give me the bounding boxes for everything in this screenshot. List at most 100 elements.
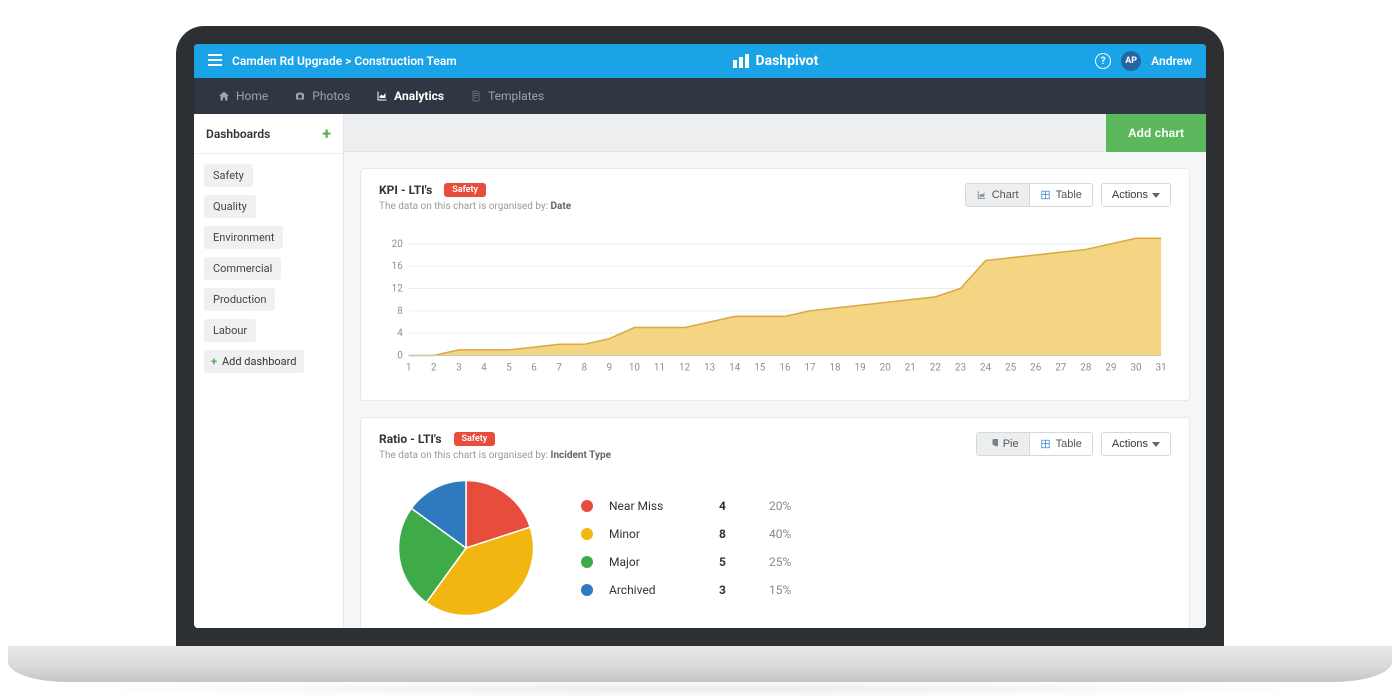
- sidebar-item[interactable]: Production: [204, 288, 275, 311]
- pie-row: Near Miss 4 20% Minor840% Major 5 25% Archived3…: [379, 473, 1171, 623]
- svg-text:20: 20: [880, 362, 891, 373]
- svg-text:2: 2: [431, 362, 437, 373]
- svg-text:24: 24: [980, 362, 992, 373]
- nav-analytics[interactable]: Analytics: [366, 78, 454, 114]
- chevron-down-icon: [1152, 442, 1160, 447]
- main: Add chart KPI - LTI's Safety The data on…: [344, 114, 1206, 628]
- svg-text:22: 22: [930, 362, 942, 373]
- nav-home-label: Home: [236, 89, 268, 103]
- actions-button[interactable]: Actions: [1101, 432, 1171, 456]
- add-chart-button[interactable]: Add chart: [1106, 114, 1206, 152]
- safety-badge: Safety: [444, 183, 486, 197]
- sidebar-item[interactable]: Environment: [204, 226, 283, 249]
- card-title: KPI - LTI's: [379, 183, 432, 197]
- topbar-right: ? AP Andrew: [1095, 51, 1192, 71]
- pie-toggle-button[interactable]: Pie: [977, 433, 1029, 455]
- table-toggle-button[interactable]: Table: [1029, 433, 1092, 455]
- area-chart: 0481216201234567891011121314151617181920…: [379, 226, 1171, 376]
- sidebar-item[interactable]: Safety: [204, 164, 253, 187]
- main-header: Add chart: [344, 114, 1206, 152]
- legend-row: Archived315%: [581, 583, 819, 597]
- legend-pct: 15%: [769, 583, 819, 597]
- brand: Dashpivot: [457, 53, 1095, 69]
- sidebar-item[interactable]: Commercial: [204, 257, 281, 280]
- nav-home[interactable]: Home: [208, 78, 278, 114]
- card-subtitle: The data on this chart is organised by: …: [379, 450, 611, 461]
- legend-count: 4: [719, 499, 759, 513]
- table-icon: [1040, 439, 1051, 449]
- user-name[interactable]: Andrew: [1151, 54, 1192, 68]
- svg-text:4: 4: [481, 362, 487, 373]
- svg-text:29: 29: [1105, 362, 1116, 373]
- chevron-down-icon: [1152, 193, 1160, 198]
- add-dashboard-button[interactable]: +Add dashboard: [204, 350, 304, 373]
- home-icon: [218, 90, 230, 102]
- svg-text:21: 21: [905, 362, 916, 373]
- svg-text:18: 18: [830, 362, 842, 373]
- legend-dot: [581, 500, 593, 512]
- svg-text:13: 13: [704, 362, 715, 373]
- legend-row: Near Miss 4 20%: [581, 499, 819, 513]
- legend-dot: [581, 556, 593, 568]
- legend-pct: 20%: [769, 499, 819, 513]
- nav-templates-label: Templates: [488, 89, 544, 103]
- svg-text:19: 19: [855, 362, 866, 373]
- chart-toggle-button[interactable]: Chart: [966, 184, 1029, 206]
- view-toggle: Pie Table: [976, 432, 1093, 456]
- ratio-card: Ratio - LTI's Safety The data on this ch…: [360, 417, 1190, 628]
- svg-text:7: 7: [556, 362, 562, 373]
- sidebar-header: Dashboards +: [194, 114, 343, 154]
- svg-text:17: 17: [804, 362, 816, 373]
- table-icon: [1040, 190, 1051, 200]
- pie-legend: Near Miss 4 20% Minor840% Major 5 25% Archived3…: [581, 499, 819, 597]
- chart-icon: [976, 190, 987, 200]
- sidebar-item[interactable]: Quality: [204, 195, 256, 218]
- card-controls: Pie Table Actions: [976, 432, 1171, 456]
- svg-text:9: 9: [607, 362, 613, 373]
- svg-text:3: 3: [456, 362, 462, 373]
- card-head: KPI - LTI's Safety The data on this char…: [379, 183, 1171, 212]
- svg-text:31: 31: [1156, 362, 1167, 373]
- svg-text:4: 4: [397, 328, 403, 339]
- svg-text:25: 25: [1005, 362, 1017, 373]
- plus-icon: +: [211, 355, 217, 368]
- legend-label: Near Miss: [609, 499, 709, 513]
- card-title: Ratio - LTI's: [379, 432, 442, 446]
- nav-templates[interactable]: Templates: [460, 78, 554, 114]
- table-toggle-button[interactable]: Table: [1029, 184, 1092, 206]
- sidebar-list: Safety Quality Environment Commercial Produc…: [194, 154, 343, 383]
- legend-row: Minor840%: [581, 527, 819, 541]
- legend-dot: [581, 528, 593, 540]
- nav-photos[interactable]: Photos: [284, 78, 360, 114]
- help-icon[interactable]: ?: [1095, 53, 1111, 69]
- legend-label: Minor: [609, 527, 709, 541]
- navbar: Home Photos Analytics Templates: [194, 78, 1206, 114]
- body: Dashboards + Safety Quality Environment Com…: [194, 114, 1206, 628]
- legend-pct: 25%: [769, 555, 819, 569]
- svg-text:11: 11: [654, 362, 665, 373]
- sidebar-item[interactable]: Labour: [204, 319, 256, 342]
- breadcrumb[interactable]: Camden Rd Upgrade > Construction Team: [232, 54, 457, 68]
- svg-text:8: 8: [581, 362, 587, 373]
- legend-dot: [581, 584, 593, 596]
- camera-icon: [294, 90, 306, 102]
- brand-label: Dashpivot: [755, 53, 818, 69]
- add-dashboard-plus-icon[interactable]: +: [322, 124, 331, 143]
- avatar[interactable]: AP: [1121, 51, 1141, 71]
- menu-icon[interactable]: [208, 54, 222, 69]
- laptop-base: [8, 646, 1392, 682]
- svg-text:8: 8: [397, 306, 403, 317]
- legend-row: Major 5 25%: [581, 555, 819, 569]
- legend-count: 5: [719, 555, 759, 569]
- svg-text:30: 30: [1130, 362, 1141, 373]
- actions-button[interactable]: Actions: [1101, 183, 1171, 207]
- nav-photos-label: Photos: [312, 89, 350, 103]
- svg-text:0: 0: [397, 350, 403, 361]
- legend-label: Major: [609, 555, 709, 569]
- svg-text:28: 28: [1080, 362, 1092, 373]
- svg-text:16: 16: [392, 261, 404, 272]
- safety-badge: Safety: [454, 432, 496, 446]
- svg-text:10: 10: [629, 362, 640, 373]
- sidebar-title: Dashboards: [206, 127, 270, 141]
- svg-text:14: 14: [729, 362, 741, 373]
